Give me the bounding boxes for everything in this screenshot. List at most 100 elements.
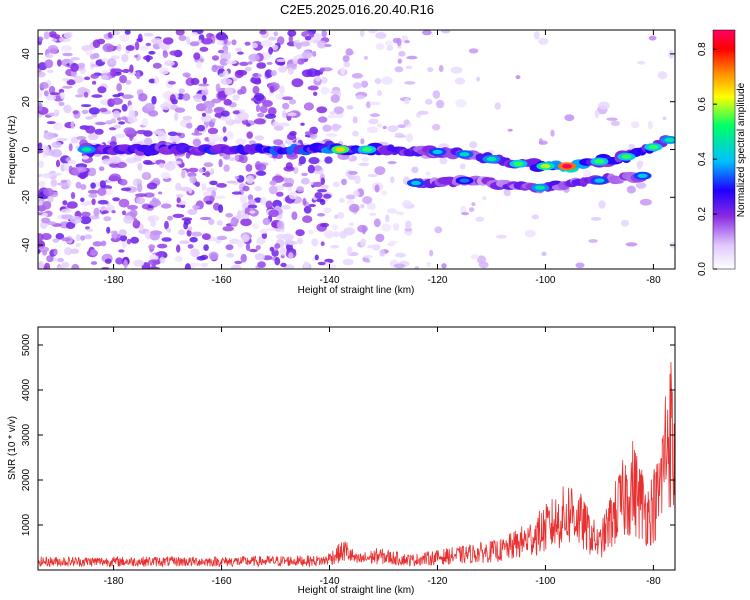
heatmap-noise-blob [198,83,210,87]
heatmap-noise-blob [550,129,555,137]
heatmap-noise-blob [152,62,162,69]
heatmap-noise-blob [223,47,229,55]
heatmap-noise-blob [109,141,117,147]
colorbar-label: Normalized spectral amplitude [736,82,747,217]
heatmap-noise-blob [93,207,100,217]
heatmap-noise-blob [51,38,58,42]
heatmap-noise-blob [202,77,207,85]
heatmap-noise-blob [110,68,117,77]
heatmap-noise-blob [319,67,325,73]
heatmap-noise-blob [330,244,340,249]
heatmap-noise-blob [268,92,275,96]
heatmap-noise-blob [404,40,410,44]
heatmap-noise-blob [109,173,121,182]
heatmap-noise-blob [308,229,314,235]
heatmap-noise-blob [118,249,125,253]
heatmap-noise-blob [148,78,156,84]
heatmap-noise-blob [326,133,338,138]
heatmap-noise-blob [190,77,200,86]
heatmap-noise-blob [257,261,266,268]
heatmap-noise-blob [87,189,99,194]
heatmap-noise-blob [143,32,154,37]
heatmap-noise-blob [38,71,46,78]
heatmap-noise-blob [245,164,253,172]
heatmap-noise-blob [63,32,73,39]
heatmap-noise-blob [75,234,81,242]
heatmap-noise-blob [217,49,225,54]
heatmap-noise-blob [99,107,108,113]
heatmap-noise-blob [124,30,131,35]
heatmap-noise-blob [259,229,268,234]
heatmap-noise-blob [86,228,94,232]
heatmap-noise-blob [343,61,351,68]
heatmap-noise-blob [203,244,209,252]
heatmap-noise-blob [192,138,202,147]
heatmap-noise-blob [253,93,265,102]
heatmap-noise-blob [247,194,254,201]
heatmap-noise-blob [197,124,205,132]
heatmap-noise-blob [315,75,321,82]
heatmap-noise-blob [256,62,267,69]
heatmap-noise-blob [71,263,80,269]
heatmap-noise-blob [162,50,169,59]
heatmap-noise-blob [265,54,272,59]
heatmap-noise-blob [406,133,413,143]
heatmap-noise-blob [200,262,209,268]
heatmap-noise-blob [232,94,240,101]
heatmap-noise-blob [362,196,373,204]
heatmap-noise-blob [279,228,285,233]
heatmap-noise-blob [288,252,294,260]
heatmap-noise-blob [296,42,302,50]
heatmap-noise-blob [134,41,140,51]
heatmap-noise-blob [47,69,54,74]
heatmap-noise-blob [174,107,186,113]
heatmap-noise-blob [287,67,294,75]
heatmap-noise-blob [161,237,172,242]
heatmap-noise-blob [145,54,151,63]
heatmap-noise-blob [91,198,96,206]
heatmap-noise-blob [57,257,64,263]
heatmap-noise-blob [319,199,326,206]
heatmap-noise-blob [203,162,214,168]
heatmap-x-tick-label: -100 [535,275,555,286]
heatmap-noise-blob [196,60,203,69]
heatmap-x-tick-label: -120 [427,275,447,286]
heatmap-noise-blob [189,41,200,47]
heatmap-noise-blob [46,121,56,125]
heatmap-noise-blob [135,197,146,205]
heatmap-noise-blob [110,30,121,36]
heatmap-noise-blob [153,129,165,136]
heatmap-noise-blob [174,255,183,262]
heatmap-noise-blob [189,236,198,243]
heatmap-noise-blob [160,203,172,209]
heatmap-noise-blob [144,230,151,240]
heatmap-noise-blob [137,162,143,171]
heatmap-noise-blob [216,220,223,226]
heatmap-noise-blob [73,75,84,83]
heatmap-noise-blob [254,197,262,203]
heatmap-noise-blob [606,117,618,121]
heatmap-noise-blob [42,250,48,256]
heatmap-noise-blob [337,212,345,219]
heatmap-noise-blob [55,159,61,168]
heatmap-noise-blob [62,52,73,57]
heatmap-noise-blob [158,162,165,169]
heatmap-noise-blob [206,187,218,192]
heatmap-noise-blob [257,112,265,118]
heatmap-noise-blob [169,50,180,56]
heatmap-noise-blob [151,95,157,105]
heatmap-y-tick-label: 40 [21,48,32,60]
heatmap-noise-blob [169,135,181,143]
heatmap-noise-blob [97,86,107,94]
heatmap-noise-blob [382,125,387,130]
heatmap-noise-blob [429,249,434,257]
heatmap-noise-blob [384,40,393,46]
heatmap-noise-blob [109,59,116,65]
heatmap-noise-blob [116,117,122,121]
heatmap-noise-blob [308,157,320,165]
heatmap-noise-blob [248,53,260,62]
heatmap-lower-ridge-blob [637,173,648,178]
heatmap-noise-blob [360,238,367,247]
heatmap-noise-blob [441,263,447,269]
heatmap-noise-blob [228,157,236,162]
